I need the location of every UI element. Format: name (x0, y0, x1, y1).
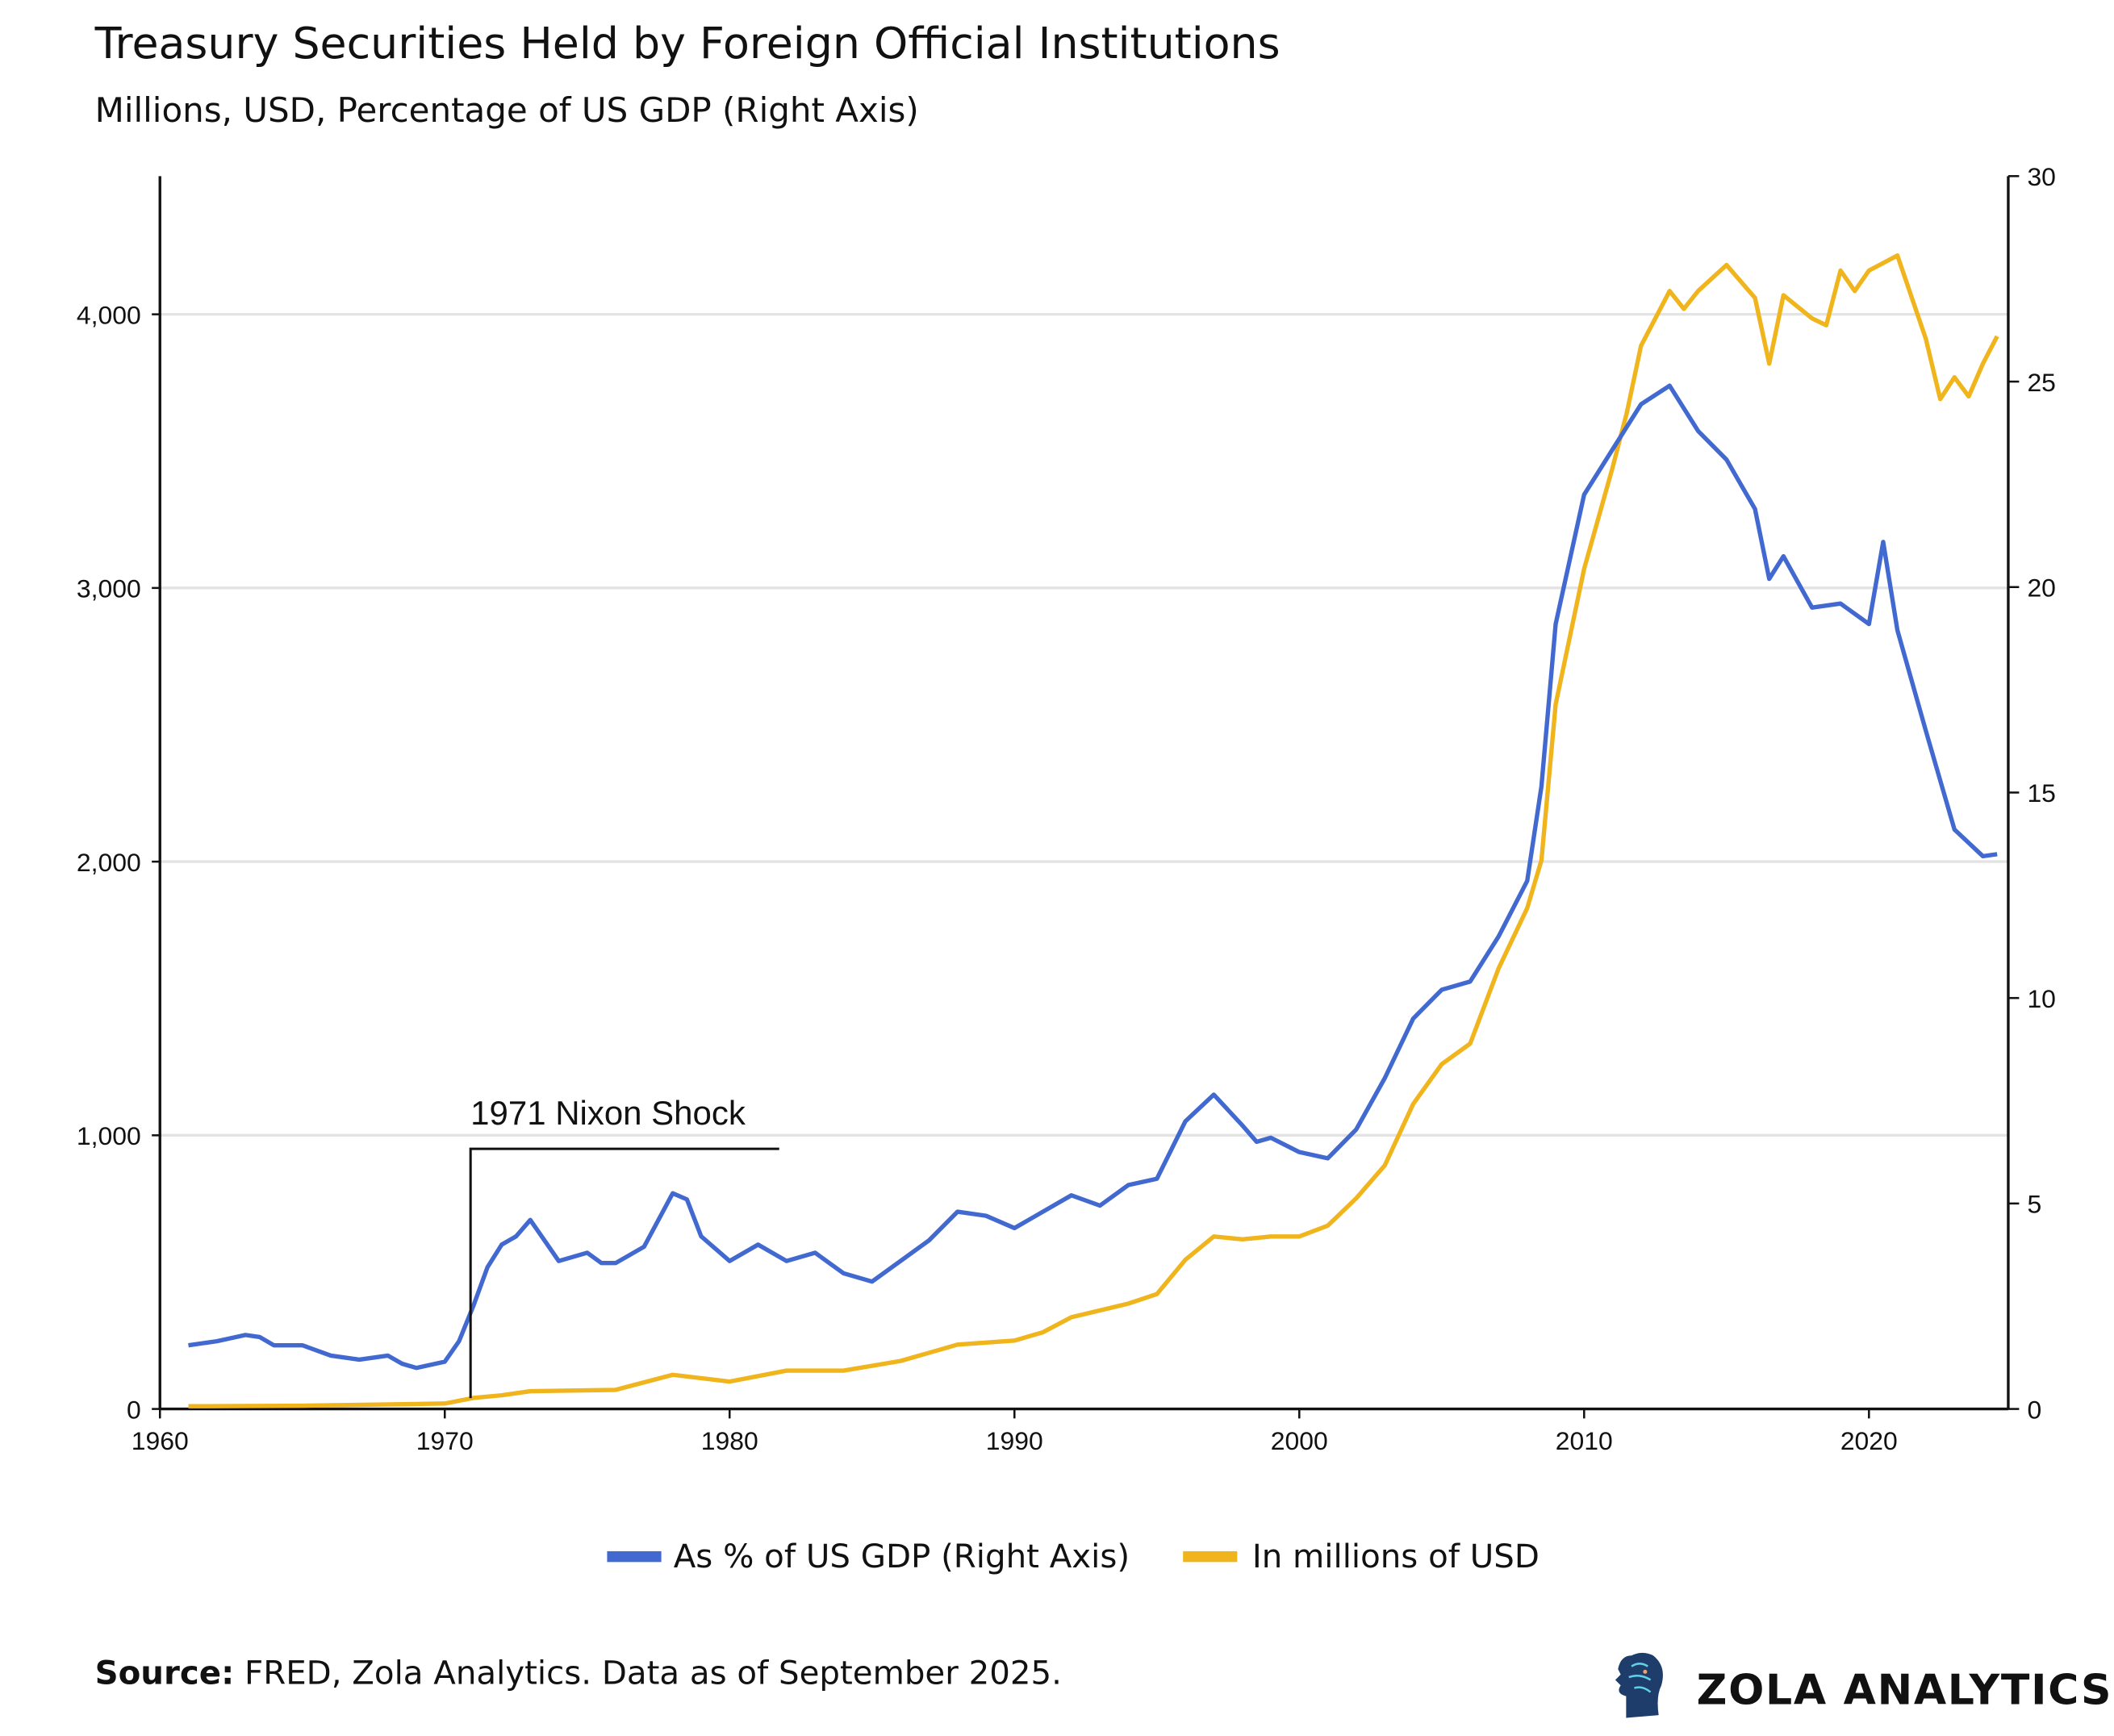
annotation-bracket (469, 1147, 779, 1399)
y-left-tick-label: 3,000 (77, 574, 141, 603)
legend-label-usd: In millions of USD (1252, 1538, 1540, 1575)
chart-subtitle: Millions, USD, Percentage of US GDP (Rig… (95, 90, 919, 130)
source-label: Source: (95, 1655, 235, 1692)
y-right-tick-label: 5 (2027, 1190, 2041, 1219)
logo: ZOLA ANALYTICS (1615, 1652, 2112, 1718)
series-lines (188, 253, 1999, 1408)
y-right-tick-label: 15 (2027, 778, 2055, 807)
gridlines (160, 312, 2008, 1137)
y-left-tick-label: 2,000 (77, 848, 141, 877)
logo-text: ZOLA ANALYTICS (1697, 1667, 2112, 1715)
series-line-gdp (188, 383, 1998, 1371)
x-tick-label: 2000 (1271, 1426, 1328, 1455)
x-tick-label: 1960 (132, 1426, 189, 1455)
y-left-tick-label: 0 (127, 1395, 141, 1424)
legend-swatch-usd (1183, 1550, 1238, 1563)
x-tick-label: 1980 (701, 1426, 758, 1455)
y-right-tick-label: 25 (2027, 368, 2055, 397)
legend: As % of US GDP (Right Axis) In millions … (607, 1538, 1540, 1575)
axes: 0 1,000 2,000 3,000 4,000 0 5 10 15 20 25 30 1960 197… (77, 162, 2056, 1455)
y-right-tick-label: 20 (2027, 574, 2055, 603)
x-tick-label: 2010 (1556, 1426, 1613, 1455)
series-line-usd (188, 253, 1999, 1408)
chart-title: Treasury Securities Held by Foreign Offi… (94, 18, 1281, 69)
annotation-nixon-shock: 1971 Nixon Shock (469, 1094, 779, 1399)
x-tick-label: 1990 (986, 1426, 1043, 1455)
y-left-tick-label: 4,000 (77, 300, 141, 329)
y-right-tick-label: 10 (2027, 984, 2055, 1013)
y-right-tick-label: 30 (2027, 162, 2055, 191)
x-tick-label: 1970 (416, 1426, 474, 1455)
y-right-tick-label: 0 (2027, 1395, 2041, 1424)
y-left-tick-label: 1,000 (77, 1121, 141, 1150)
legend-label-gdp: As % of US GDP (Right Axis) (674, 1538, 1130, 1575)
legend-swatch-gdp (607, 1550, 662, 1563)
source-note: Source: FRED, Zola Analytics. Data as of… (95, 1655, 1062, 1692)
annotation-label: 1971 Nixon Shock (470, 1094, 746, 1132)
x-tick-label: 2020 (1840, 1426, 1898, 1455)
brain-head-icon (1615, 1652, 1663, 1718)
source-text: FRED, Zola Analytics. Data as of Septemb… (234, 1655, 1062, 1692)
